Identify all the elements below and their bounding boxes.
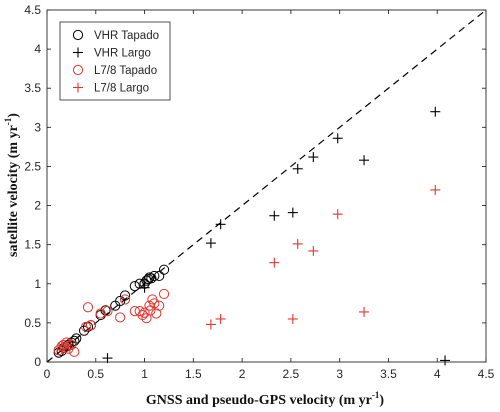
x-tick-label: 3.5 xyxy=(380,367,397,381)
y-tick-label: 2 xyxy=(34,199,41,213)
data-point-l7-8-tapado-6 xyxy=(66,339,77,350)
data-point-vhr-largo-8 xyxy=(332,133,343,144)
data-points-layer xyxy=(53,106,451,366)
series-l7-8-tapado xyxy=(53,288,170,357)
data-point-vhr-tapado-15 xyxy=(119,290,131,301)
data-point-vhr-tapado-24 xyxy=(154,270,165,282)
data-point-vhr-tapado-25 xyxy=(158,264,170,275)
x-tick-label: 0 xyxy=(44,367,51,381)
y-tick-label: 4 xyxy=(34,42,41,56)
series-l7-8-largo xyxy=(205,184,441,330)
legend-marker-l7-8-largo xyxy=(73,82,83,93)
data-point-vhr-tapado-7 xyxy=(71,333,82,344)
data-point-l7-8-tapado-9 xyxy=(82,302,94,313)
x-tick-label: 3 xyxy=(336,367,343,381)
data-point-vhr-largo-4 xyxy=(269,210,280,221)
legend-label-vhr-largo: VHR Largo xyxy=(94,48,151,60)
data-point-l7-8-tapado-18 xyxy=(139,307,150,318)
data-point-vhr-largo-2 xyxy=(205,238,216,249)
one-to-one-reference-line xyxy=(46,9,487,363)
data-point-l7-8-largo-6 xyxy=(332,209,343,220)
data-point-vhr-tapado-23 xyxy=(149,270,160,282)
x-tick-label: 4.5 xyxy=(478,367,495,381)
data-point-l7-8-tapado-13 xyxy=(115,312,126,323)
x-axis-label: GNSS and pseudo-GPS velocity (m yr-1) xyxy=(146,390,384,408)
legend-label-vhr-tapado: VHR Tapado xyxy=(94,30,159,42)
y-tick-label: 0 xyxy=(34,355,41,369)
legend-marker-vhr-tapado xyxy=(72,29,84,41)
data-point-vhr-largo-11 xyxy=(440,355,451,366)
x-tick-label: 2 xyxy=(239,367,246,381)
axes-layer xyxy=(46,9,487,363)
legend-marker-l7-8-tapado xyxy=(72,64,84,76)
data-point-vhr-largo-3 xyxy=(215,219,226,230)
data-point-l7-8-largo-7 xyxy=(359,306,370,317)
reference-line-layer xyxy=(46,9,487,363)
data-point-l7-8-largo-3 xyxy=(287,313,298,324)
data-point-l7-8-largo-5 xyxy=(308,245,319,256)
y-axis-label: satellite velocity (m yr-1) xyxy=(3,113,21,257)
data-point-l7-8-tapado-17 xyxy=(137,309,148,321)
data-point-l7-8-tapado-14 xyxy=(119,294,131,305)
legend-marker-vhr-largo xyxy=(73,47,83,58)
data-point-vhr-tapado-19 xyxy=(141,275,152,286)
data-point-l7-8-tapado-25 xyxy=(154,300,165,311)
x-tick-label: 1.5 xyxy=(185,367,202,381)
legend-label-l7-8-tapado: L7/8 Tapado xyxy=(94,65,157,77)
data-point-vhr-largo-6 xyxy=(292,163,303,174)
data-point-vhr-largo-10 xyxy=(430,106,441,117)
data-point-vhr-largo-7 xyxy=(308,152,319,163)
series-vhr-largo xyxy=(102,106,451,366)
plot-frame xyxy=(46,9,487,363)
y-tick-label: 4.5 xyxy=(24,3,41,17)
data-point-l7-8-tapado-20 xyxy=(144,300,155,311)
data-point-vhr-tapado-16 xyxy=(129,281,140,292)
legend-label-l7-8-largo: L7/8 Largo xyxy=(94,83,149,95)
data-point-vhr-largo-9 xyxy=(359,155,370,166)
data-point-l7-8-largo-8 xyxy=(430,184,441,195)
data-point-l7-8-largo-1 xyxy=(215,313,226,324)
data-point-l7-8-tapado-12 xyxy=(102,306,113,317)
y-tick-label: 1.5 xyxy=(24,238,41,252)
data-point-l7-8-tapado-26 xyxy=(158,288,170,300)
data-point-l7-8-tapado-3 xyxy=(59,342,70,354)
data-point-l7-8-tapado-7 xyxy=(69,346,80,357)
data-point-l7-8-tapado-11 xyxy=(95,308,106,319)
y-tick-label: 0.5 xyxy=(24,316,41,330)
x-tick-label: 1 xyxy=(141,367,148,381)
data-point-l7-8-tapado-23 xyxy=(149,298,160,309)
x-tick-label: 0.5 xyxy=(87,367,104,381)
data-point-l7-8-tapado-10 xyxy=(85,320,97,331)
x-tick-label: 4 xyxy=(434,367,441,381)
data-point-vhr-largo-5 xyxy=(287,207,298,218)
data-point-l7-8-largo-4 xyxy=(292,238,303,249)
data-point-vhr-tapado-22 xyxy=(146,273,157,284)
data-point-l7-8-tapado-4 xyxy=(61,337,72,348)
data-point-vhr-largo-1 xyxy=(139,282,150,293)
data-point-l7-8-largo-0 xyxy=(205,319,216,330)
legend: VHR Tapado VHR Largo L7/8 Tapado L7/8 Largo xyxy=(59,21,171,101)
y-tick-label: 1 xyxy=(34,277,41,291)
tick-labels-layer: 0 0.5 1 1.5 2 2.5 3 3.5 4 4.5 0 0.5 1 1.5 2 2.5 3 3.5 4 4.5 xyxy=(24,3,494,381)
y-tick-label: 3 xyxy=(34,120,41,134)
x-tick-label: 2.5 xyxy=(283,367,300,381)
data-point-vhr-largo-0 xyxy=(102,353,113,364)
data-point-vhr-tapado-4 xyxy=(63,339,74,350)
y-tick-label: 3.5 xyxy=(24,81,41,95)
y-tick-label: 2.5 xyxy=(24,159,41,173)
data-point-l7-8-largo-2 xyxy=(269,257,280,268)
data-point-l7-8-tapado-8 xyxy=(80,321,92,332)
